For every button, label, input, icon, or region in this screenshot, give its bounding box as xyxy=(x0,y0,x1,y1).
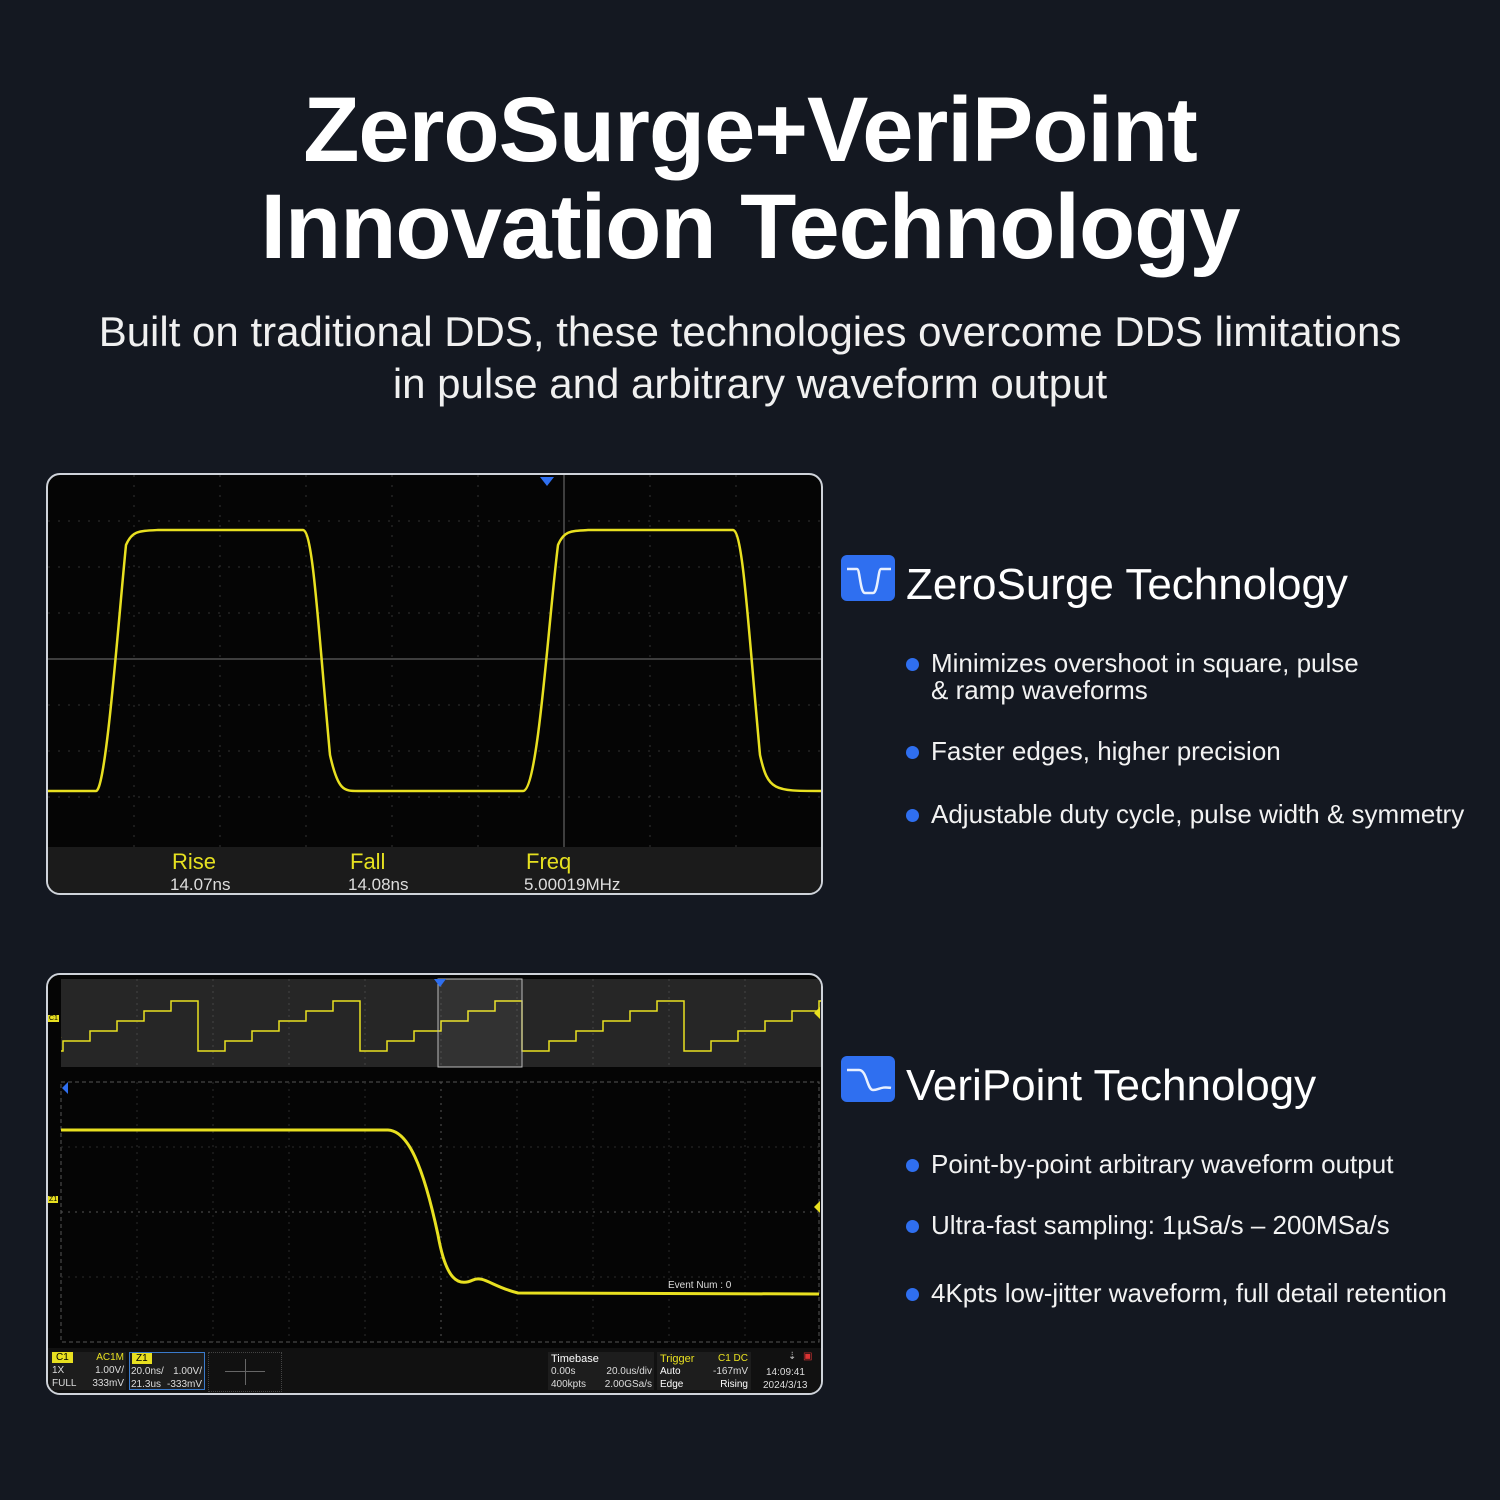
status-bar: C1 AC1M 1X 1.00V/ FULL 333mV Z1 20.0ns/ … xyxy=(48,1348,821,1393)
pulse-icon xyxy=(841,555,895,601)
c1-probe: 1X xyxy=(52,1365,65,1376)
event-num: Event Num : 0 xyxy=(668,1280,732,1291)
zoom-window xyxy=(437,978,523,1068)
measurement-bar xyxy=(48,847,821,893)
timebase-label: Timebase xyxy=(551,1353,599,1365)
bullet-dot-icon xyxy=(906,658,919,671)
memory-depth: 400kpts xyxy=(551,1379,587,1390)
subtitle-line-2: in pulse and arbitrary waveform output xyxy=(392,360,1108,407)
square-wave-trace xyxy=(48,528,821,793)
bullet-dot-icon xyxy=(906,746,919,759)
z1-channel-box[interactable]: Z1 20.0ns/ 1.00V/ 21.3us -333mV xyxy=(129,1352,205,1390)
usb-icon: ⇣ xyxy=(788,1351,797,1362)
measurement-value: 14.07ns xyxy=(170,875,231,894)
z1-position: 21.3us xyxy=(131,1379,162,1390)
trigger-level: -167mV xyxy=(712,1366,748,1377)
c1-offset: 333mV xyxy=(92,1378,124,1389)
c1-bandwidth: FULL xyxy=(52,1378,77,1389)
timebase-div: 20.0us/div xyxy=(606,1366,652,1377)
timebase-delay: 0.00s xyxy=(551,1366,576,1377)
z1-marker: Z1 xyxy=(48,1196,59,1203)
z1-tag: Z1 xyxy=(132,1353,152,1364)
strip-mask xyxy=(48,975,61,1075)
network-icon: ▣ xyxy=(803,1351,813,1362)
feature-bullet: 4Kpts low-jitter waveform, full detail r… xyxy=(931,1278,1447,1308)
bullet-dot-icon xyxy=(906,1159,919,1172)
trigger-label: Trigger xyxy=(660,1353,695,1365)
plus-icon-vertical xyxy=(245,1359,246,1385)
measurement-value: 14.08ns xyxy=(348,875,409,894)
trigger-type: Edge xyxy=(660,1379,684,1390)
trigger-mode: Auto xyxy=(660,1366,681,1377)
feature-bullet: Ultra-fast sampling: 1µSa/s – 200MSa/s xyxy=(931,1210,1390,1240)
step-icon xyxy=(841,1056,895,1102)
trigger-position-marker xyxy=(540,477,554,486)
arbitrary-waveform-display xyxy=(48,975,821,1343)
trigger-level-marker xyxy=(814,1007,820,1019)
bullet-dot-icon xyxy=(906,1288,919,1301)
c1-coupling: AC1M xyxy=(96,1352,124,1363)
c1-scale: 1.00V/ xyxy=(95,1365,124,1376)
step-response-trace xyxy=(61,1128,820,1296)
timebase-box[interactable]: Timebase 0.00s 20.0us/div 400kpts 2.00GS… xyxy=(548,1352,654,1390)
clock-time: 14:09:41 xyxy=(766,1367,805,1378)
clock-date: 2024/3/13 xyxy=(763,1380,808,1391)
z1-offset: -333mV xyxy=(166,1379,202,1390)
title-line-1: ZeroSurge+VeriPoint xyxy=(303,79,1198,181)
bullet-dot-icon xyxy=(906,809,919,822)
trigger-slope: Rising xyxy=(720,1379,748,1390)
subtitle-line-1: Built on traditional DDS, these technolo… xyxy=(98,308,1402,355)
c1-channel-box[interactable]: C1 AC1M 1X 1.00V/ FULL 333mV xyxy=(50,1352,126,1390)
feature-bullet: Point-by-point arbitrary waveform output xyxy=(931,1149,1394,1179)
z1-time: 20.0ns/ xyxy=(131,1366,164,1377)
scope-screen-veripoint: C1 Z1 Event Num : 0 C1 AC1M 1X 1.00V/ FU… xyxy=(46,973,823,1395)
sample-rate: 2.00GSa/s xyxy=(604,1379,652,1390)
measurement-label: Fall xyxy=(350,849,386,874)
measurement-label: Rise xyxy=(172,849,217,874)
trigger-box[interactable]: Trigger C1 DC Auto -167mV Edge Rising xyxy=(657,1352,751,1390)
trigger-source: C1 DC xyxy=(717,1353,748,1364)
square-waveform-display xyxy=(48,475,821,847)
trigger-position-marker xyxy=(434,979,446,987)
z1-scale: 1.00V/ xyxy=(173,1366,202,1377)
feature-title: VeriPoint Technology xyxy=(906,1061,1317,1110)
feature-title: ZeroSurge Technology xyxy=(906,560,1348,609)
feature-bullet: Faster edges, higher precision xyxy=(931,736,1281,766)
zoom-trigger-marker xyxy=(62,1082,68,1094)
trigger-level-marker xyxy=(814,1201,820,1213)
title-line-2: Innovation Technology xyxy=(260,176,1240,278)
measurement-value: 5.00019MHz xyxy=(524,875,621,894)
bullet-dot-icon xyxy=(906,1220,919,1233)
c1-tag: C1 xyxy=(52,1352,73,1363)
c1-marker: C1 xyxy=(48,1015,59,1022)
scope-screen-zerosurge: Rise 14.07ns Fall 14.08ns Freq 5.00019MHz xyxy=(46,473,823,895)
feature-bullet: Minimizes overshoot in square, pulse & r… xyxy=(931,648,1359,705)
feature-bullet: Adjustable duty cycle, pulse width & sym… xyxy=(931,799,1465,829)
add-channel-button[interactable] xyxy=(208,1352,282,1392)
measurement-label: Freq xyxy=(526,849,572,874)
